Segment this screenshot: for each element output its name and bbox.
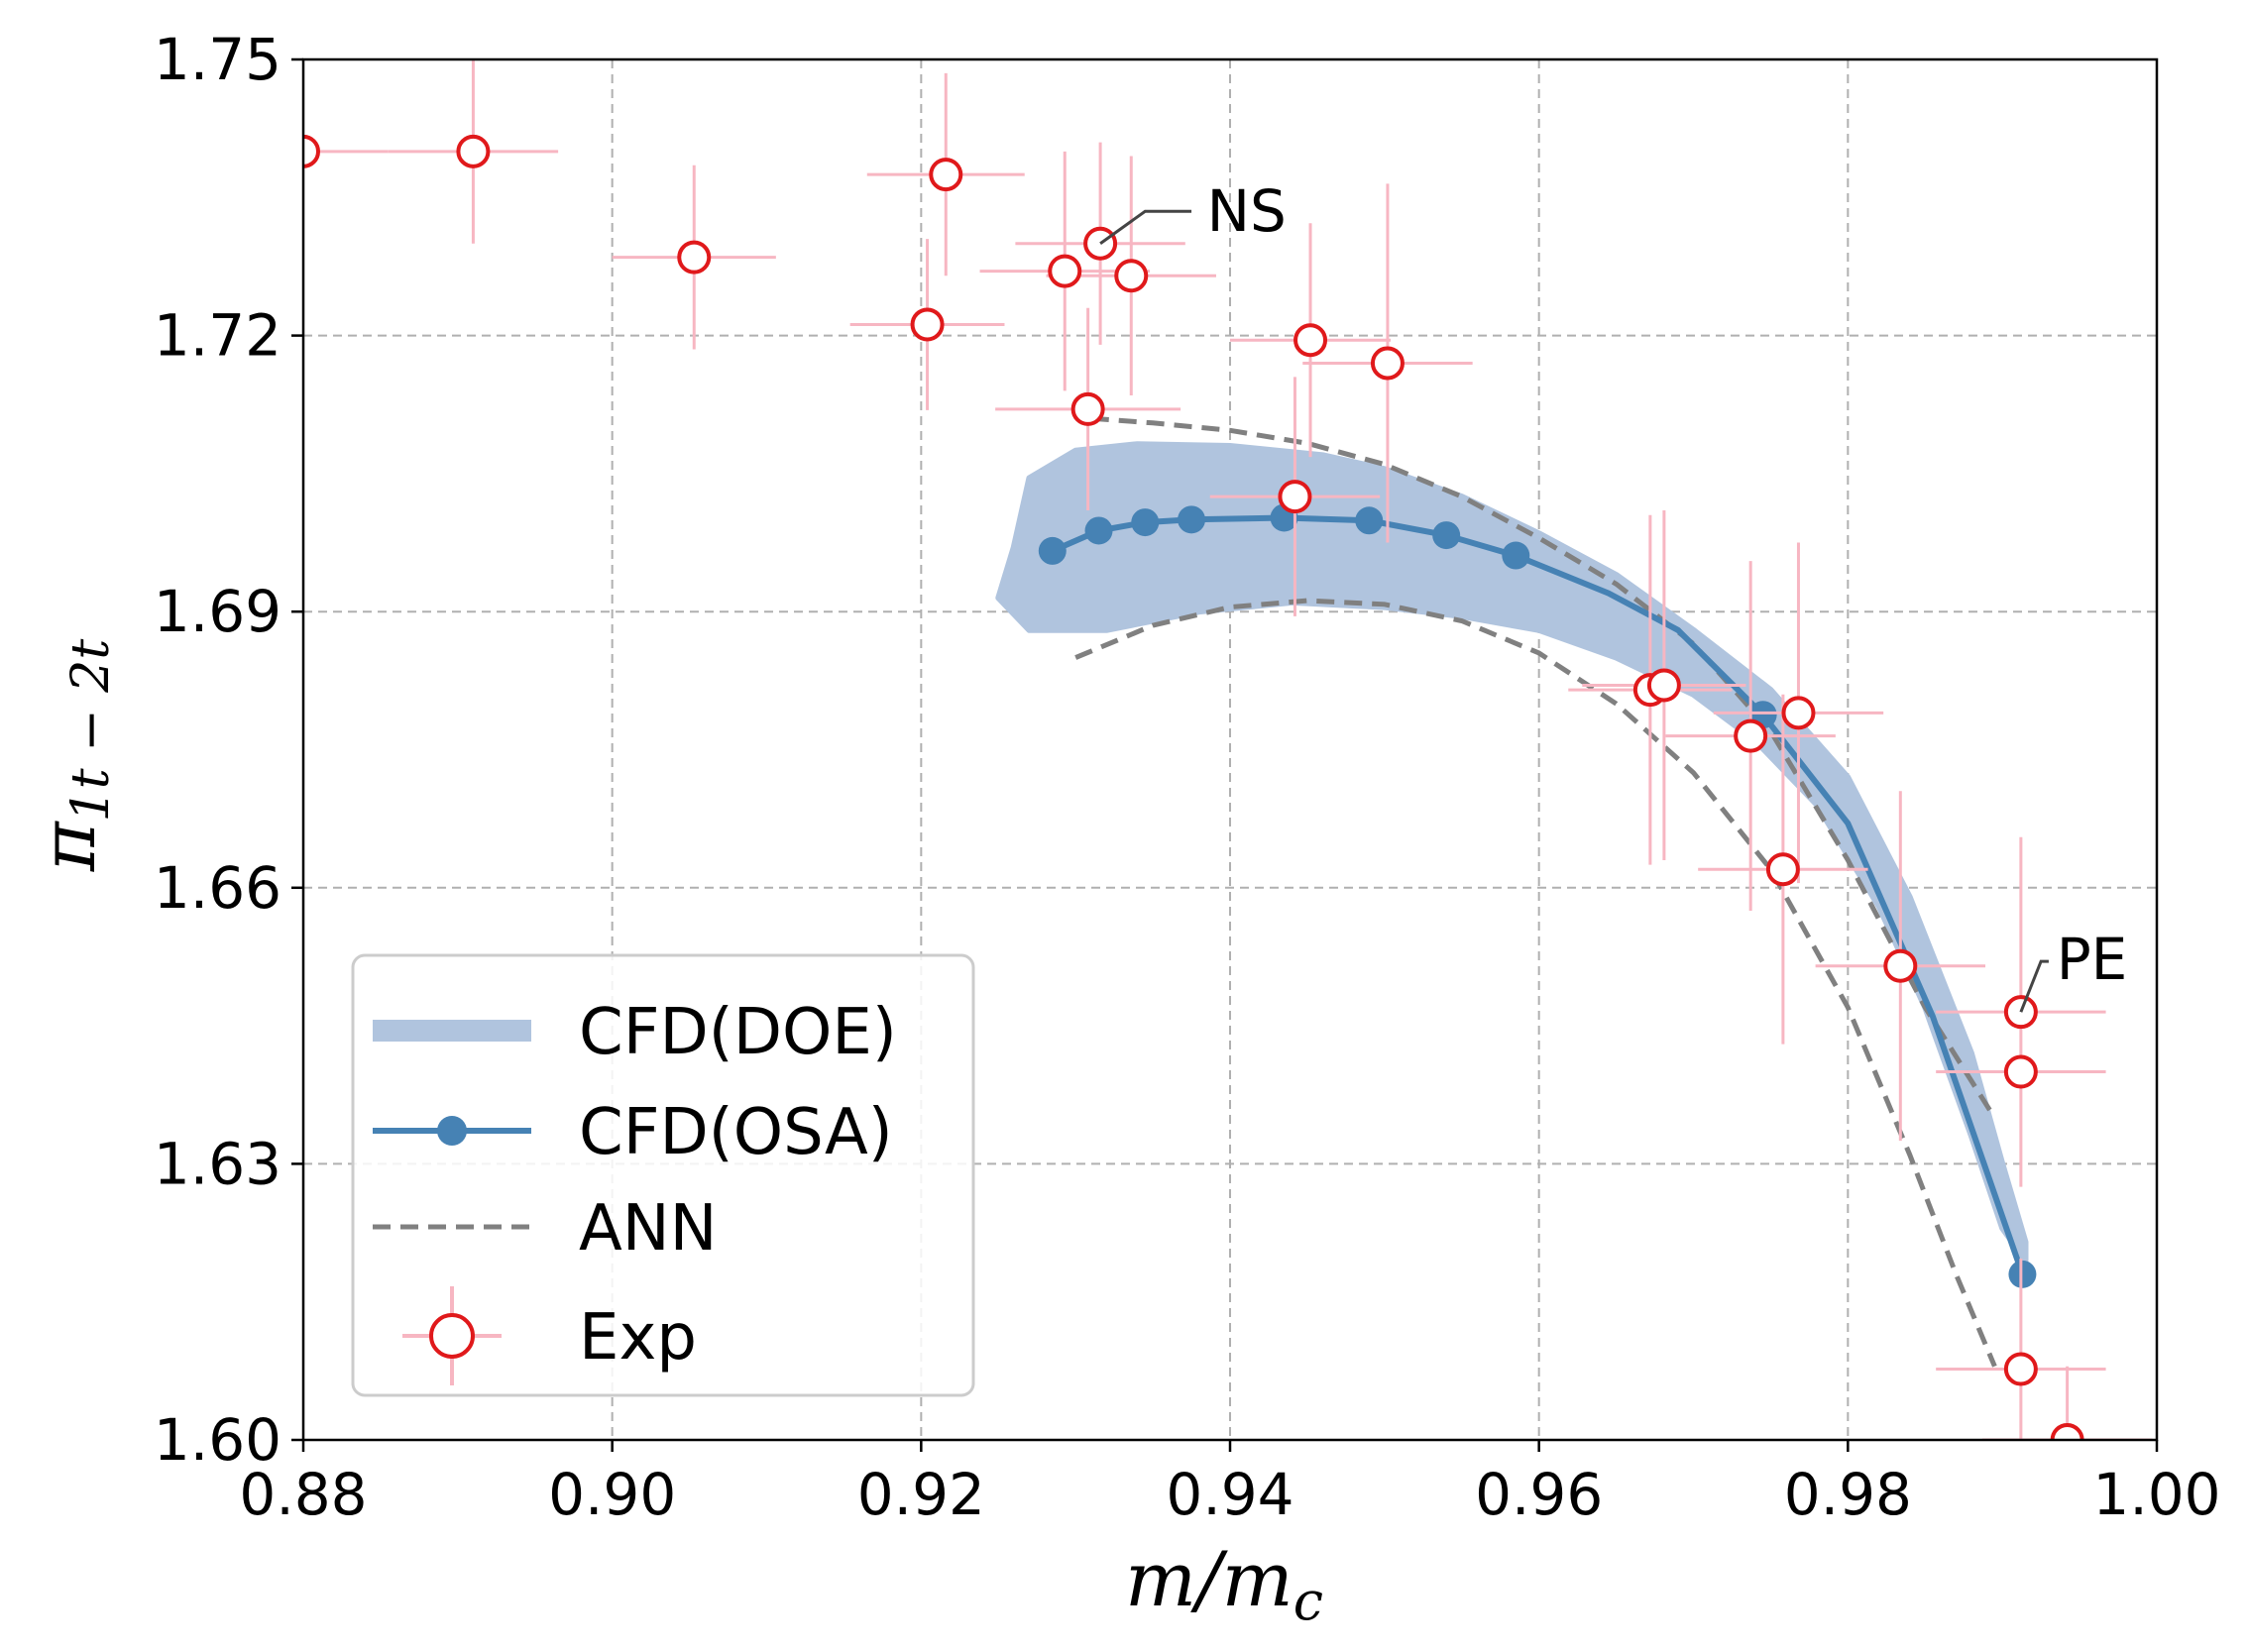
exp-marker [1114,259,1149,293]
y-tick-label: 1.75 [154,26,281,93]
exp-marker [1048,254,1082,288]
legend-osa-marker [437,1116,467,1146]
exp-marker [2050,1423,2084,1440]
osa-marker [1038,536,1067,565]
exp-marker [1883,948,1918,983]
exp-marker [1070,391,1105,426]
x-axis-title-base: m/m [1125,1535,1293,1623]
tick-labels: 0.88 0.90 0.92 0.94 0.96 0.98 1.00 1.60 1.63 1.66… [154,26,2221,1528]
x-tick-label: 0.94 [1166,1461,1293,1528]
exp-marker [1646,668,1681,703]
y-axis-title-sub: 1t − 2t [61,639,121,823]
ann-curve [1074,598,1997,1368]
exp-marker [2003,1352,2038,1386]
x-tick-label: 1.00 [2092,1461,2220,1528]
osa-series [1038,503,2037,1288]
osa-marker [2008,1260,2037,1288]
exp-marker [929,158,963,192]
exp-marker [2003,1054,2038,1089]
x-axis-title: m/mc [1125,1535,1323,1632]
annotation-label-ns: NS [1207,177,1287,245]
legend-box [351,953,975,1397]
legend-exp-marker [429,1313,475,1359]
legend-doe-label: CFD(DOE) [579,996,897,1069]
y-tick-label: 1.60 [154,1406,281,1474]
x-tick-label: 0.90 [548,1461,676,1528]
plot-frame [291,57,2159,1452]
legend-ann-label: ANN [579,1192,718,1266]
x-tick-label: 0.92 [857,1461,985,1528]
x-axis-title-sub: c [1293,1570,1323,1632]
exp-marker [303,134,320,168]
x-tick-label: 0.98 [1784,1461,1912,1528]
y-axis-title: π1t − 2t [24,639,121,873]
annotations: NS PE [1099,177,2128,1013]
y-axis-title-base: π [24,820,112,872]
exp-marker [677,240,712,275]
exp-marker [1734,718,1768,753]
exp-marker [910,307,945,342]
legend-exp-label: Exp [579,1301,697,1375]
annotation-leader [2019,959,2049,1013]
osa-marker [1432,521,1461,550]
exp-series [303,59,2153,1440]
exp-marker [1293,323,1328,358]
osa-marker [1178,505,1206,534]
osa-marker [1355,506,1384,535]
exp-marker [1370,346,1405,381]
annotation-leader [1099,209,1192,245]
osa-marker [1502,541,1530,570]
y-tick-label: 1.69 [154,578,281,645]
exp-marker [1278,480,1312,514]
legend-osa-label: CFD(OSA) [579,1096,893,1169]
x-tick-label: 0.88 [239,1461,367,1528]
osa-marker [1131,508,1160,537]
annotation-label-pe: PE [2057,926,2128,993]
ann-curve [1090,415,1997,1120]
exp-marker [1781,696,1816,730]
exp-marker [456,134,491,168]
y-tick-label: 1.66 [154,854,281,922]
legend: CFD(DOE) CFD(OSA) ANN Exp [351,953,975,1397]
exp-marker [1765,852,1800,887]
grid-lines [303,59,2157,1440]
osa-marker [1084,516,1113,545]
x-tick-label: 0.96 [1475,1461,1603,1528]
y-tick-label: 1.63 [154,1130,281,1197]
y-tick-label: 1.72 [154,302,281,370]
